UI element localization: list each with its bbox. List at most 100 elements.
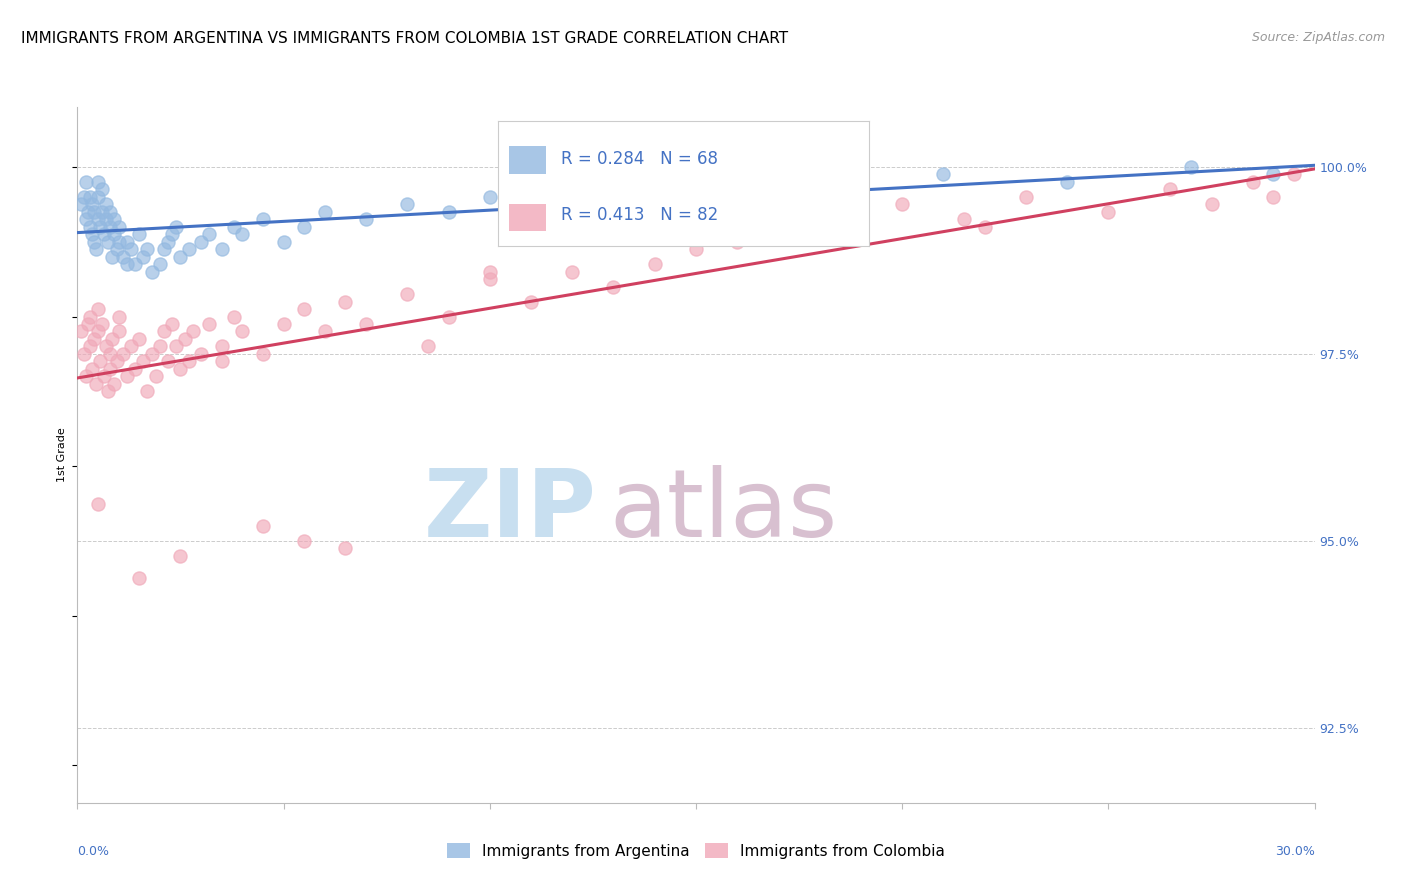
Point <box>149 257 172 271</box>
Point <box>105 242 128 256</box>
Point <box>153 325 176 339</box>
Point <box>520 197 543 211</box>
Point <box>87 212 110 227</box>
Point <box>198 317 221 331</box>
Point <box>973 219 995 234</box>
Point <box>891 197 914 211</box>
Point <box>79 339 101 353</box>
Point <box>83 332 105 346</box>
Point <box>602 182 624 196</box>
Point <box>97 235 120 249</box>
Point <box>101 332 124 346</box>
Point <box>87 301 110 316</box>
Point <box>354 212 377 227</box>
Point <box>292 533 315 548</box>
Point <box>132 354 155 368</box>
Point <box>314 204 336 219</box>
Point <box>165 219 187 234</box>
Point <box>83 235 105 249</box>
Point <box>1097 204 1119 219</box>
Point <box>768 175 790 189</box>
Point <box>89 354 111 368</box>
Point <box>211 354 233 368</box>
Point <box>437 204 460 219</box>
Point <box>98 204 121 219</box>
Point <box>177 242 200 256</box>
Point <box>644 257 666 271</box>
Point <box>1282 167 1305 181</box>
Text: atlas: atlas <box>609 465 838 557</box>
Point <box>132 250 155 264</box>
Point <box>849 182 872 196</box>
Point <box>141 347 163 361</box>
Point <box>190 347 212 361</box>
Point <box>478 190 501 204</box>
Point <box>145 369 167 384</box>
Point <box>128 571 150 585</box>
Point <box>115 369 138 384</box>
Point <box>157 235 180 249</box>
Point <box>84 242 107 256</box>
Point <box>76 317 98 331</box>
Point <box>437 310 460 324</box>
Point <box>87 190 110 204</box>
Point <box>96 197 118 211</box>
Point <box>149 339 172 353</box>
Point <box>416 339 439 353</box>
Point <box>1056 175 1078 189</box>
Point <box>849 227 872 242</box>
Point <box>87 175 110 189</box>
Point <box>160 317 183 331</box>
Point <box>685 190 707 204</box>
Point <box>128 227 150 242</box>
Point <box>1159 182 1181 196</box>
Point <box>107 219 129 234</box>
Point <box>96 212 118 227</box>
Point <box>111 250 134 264</box>
Point <box>89 219 111 234</box>
Point <box>136 242 159 256</box>
Point <box>602 279 624 293</box>
Point <box>808 212 831 227</box>
Point <box>91 204 114 219</box>
Point <box>160 227 183 242</box>
Point <box>252 519 274 533</box>
Text: Source: ZipAtlas.com: Source: ZipAtlas.com <box>1251 31 1385 45</box>
Point <box>115 235 138 249</box>
Point <box>120 339 142 353</box>
Point <box>141 265 163 279</box>
Point <box>932 167 955 181</box>
Point <box>222 219 245 234</box>
Point <box>70 325 93 339</box>
Point <box>685 242 707 256</box>
Point <box>103 227 125 242</box>
Point <box>1263 167 1285 181</box>
Point <box>211 339 233 353</box>
Point <box>75 175 97 189</box>
Point <box>169 362 191 376</box>
Text: IMMIGRANTS FROM ARGENTINA VS IMMIGRANTS FROM COLOMBIA 1ST GRADE CORRELATION CHAR: IMMIGRANTS FROM ARGENTINA VS IMMIGRANTS … <box>21 31 789 46</box>
Point <box>136 384 159 399</box>
Point <box>169 549 191 563</box>
Point <box>1180 160 1202 174</box>
Legend: Immigrants from Argentina, Immigrants from Colombia: Immigrants from Argentina, Immigrants fr… <box>441 837 950 864</box>
Point <box>198 227 221 242</box>
Point <box>124 362 146 376</box>
Point <box>93 369 115 384</box>
Point <box>165 339 187 353</box>
Point <box>1241 175 1264 189</box>
Point <box>177 354 200 368</box>
Point <box>561 265 583 279</box>
Point <box>520 294 543 309</box>
Point <box>211 242 233 256</box>
Point <box>80 197 103 211</box>
Point <box>314 325 336 339</box>
Point <box>111 347 134 361</box>
Point <box>115 257 138 271</box>
Point <box>91 182 114 196</box>
Point <box>953 212 976 227</box>
Point <box>169 250 191 264</box>
Point <box>80 362 103 376</box>
Point <box>292 219 315 234</box>
Point <box>273 235 295 249</box>
